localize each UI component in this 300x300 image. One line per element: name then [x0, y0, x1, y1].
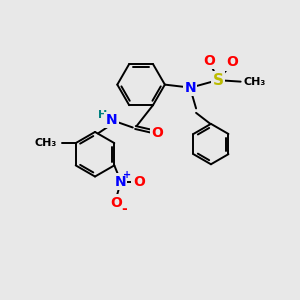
Text: N: N [115, 175, 126, 189]
Text: O: O [110, 196, 122, 209]
Text: CH₃: CH₃ [244, 76, 266, 87]
Text: N: N [184, 81, 196, 94]
Text: +: + [123, 170, 131, 180]
Text: N: N [106, 113, 117, 127]
Text: O: O [152, 126, 164, 140]
Text: -: - [121, 202, 127, 216]
Text: O: O [203, 54, 215, 68]
Text: O: O [133, 175, 145, 189]
Text: O: O [226, 55, 238, 69]
Text: CH₃: CH₃ [34, 138, 56, 148]
Text: S: S [213, 73, 224, 88]
Text: H: H [98, 110, 108, 120]
